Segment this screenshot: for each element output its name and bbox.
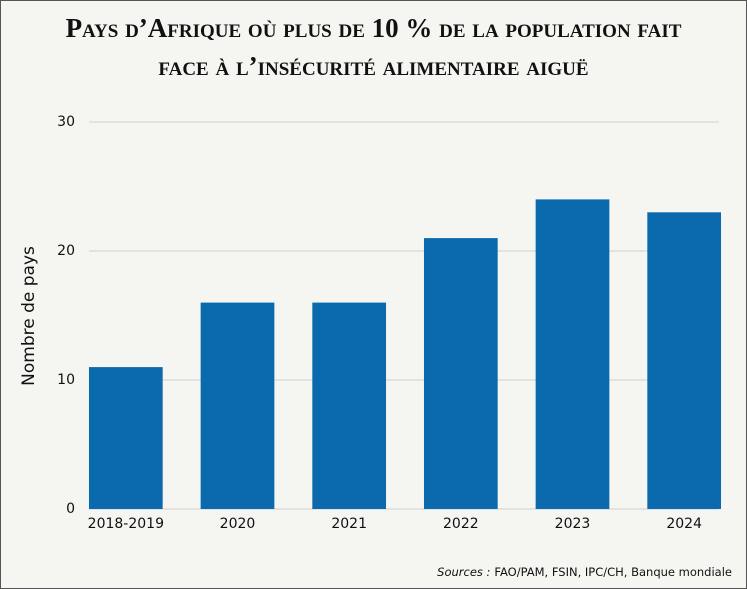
bar	[88, 367, 163, 509]
y-tick-label: 10	[57, 372, 75, 388]
source-label: Sources :	[437, 565, 491, 579]
x-tick-label: 2021	[331, 516, 367, 532]
x-tick-label: 2022	[443, 516, 479, 532]
y-axis-label: Nombre de pays	[19, 246, 39, 386]
y-tick-label: 30	[57, 114, 75, 130]
y-tick-label: 20	[57, 243, 75, 259]
bar	[312, 302, 387, 509]
x-tick-label: 2024	[666, 516, 702, 532]
bar	[423, 238, 498, 509]
bar	[200, 302, 275, 509]
x-tick-label: 2018-2019	[88, 516, 164, 532]
bar	[647, 212, 722, 510]
source-text: FAO/PAM, FSIN, IPC/CH, Banque mondiale	[494, 565, 732, 579]
source-note: Sources : FAO/PAM, FSIN, IPC/CH, Banque m…	[437, 565, 732, 579]
x-tick-label: 2023	[555, 516, 591, 532]
chart-title: Pays d’Afrique où plus de 10 % de la pop…	[65, 13, 682, 81]
x-tick-label: 2020	[220, 516, 256, 532]
y-tick-label: 0	[66, 501, 75, 517]
bar	[535, 199, 610, 509]
